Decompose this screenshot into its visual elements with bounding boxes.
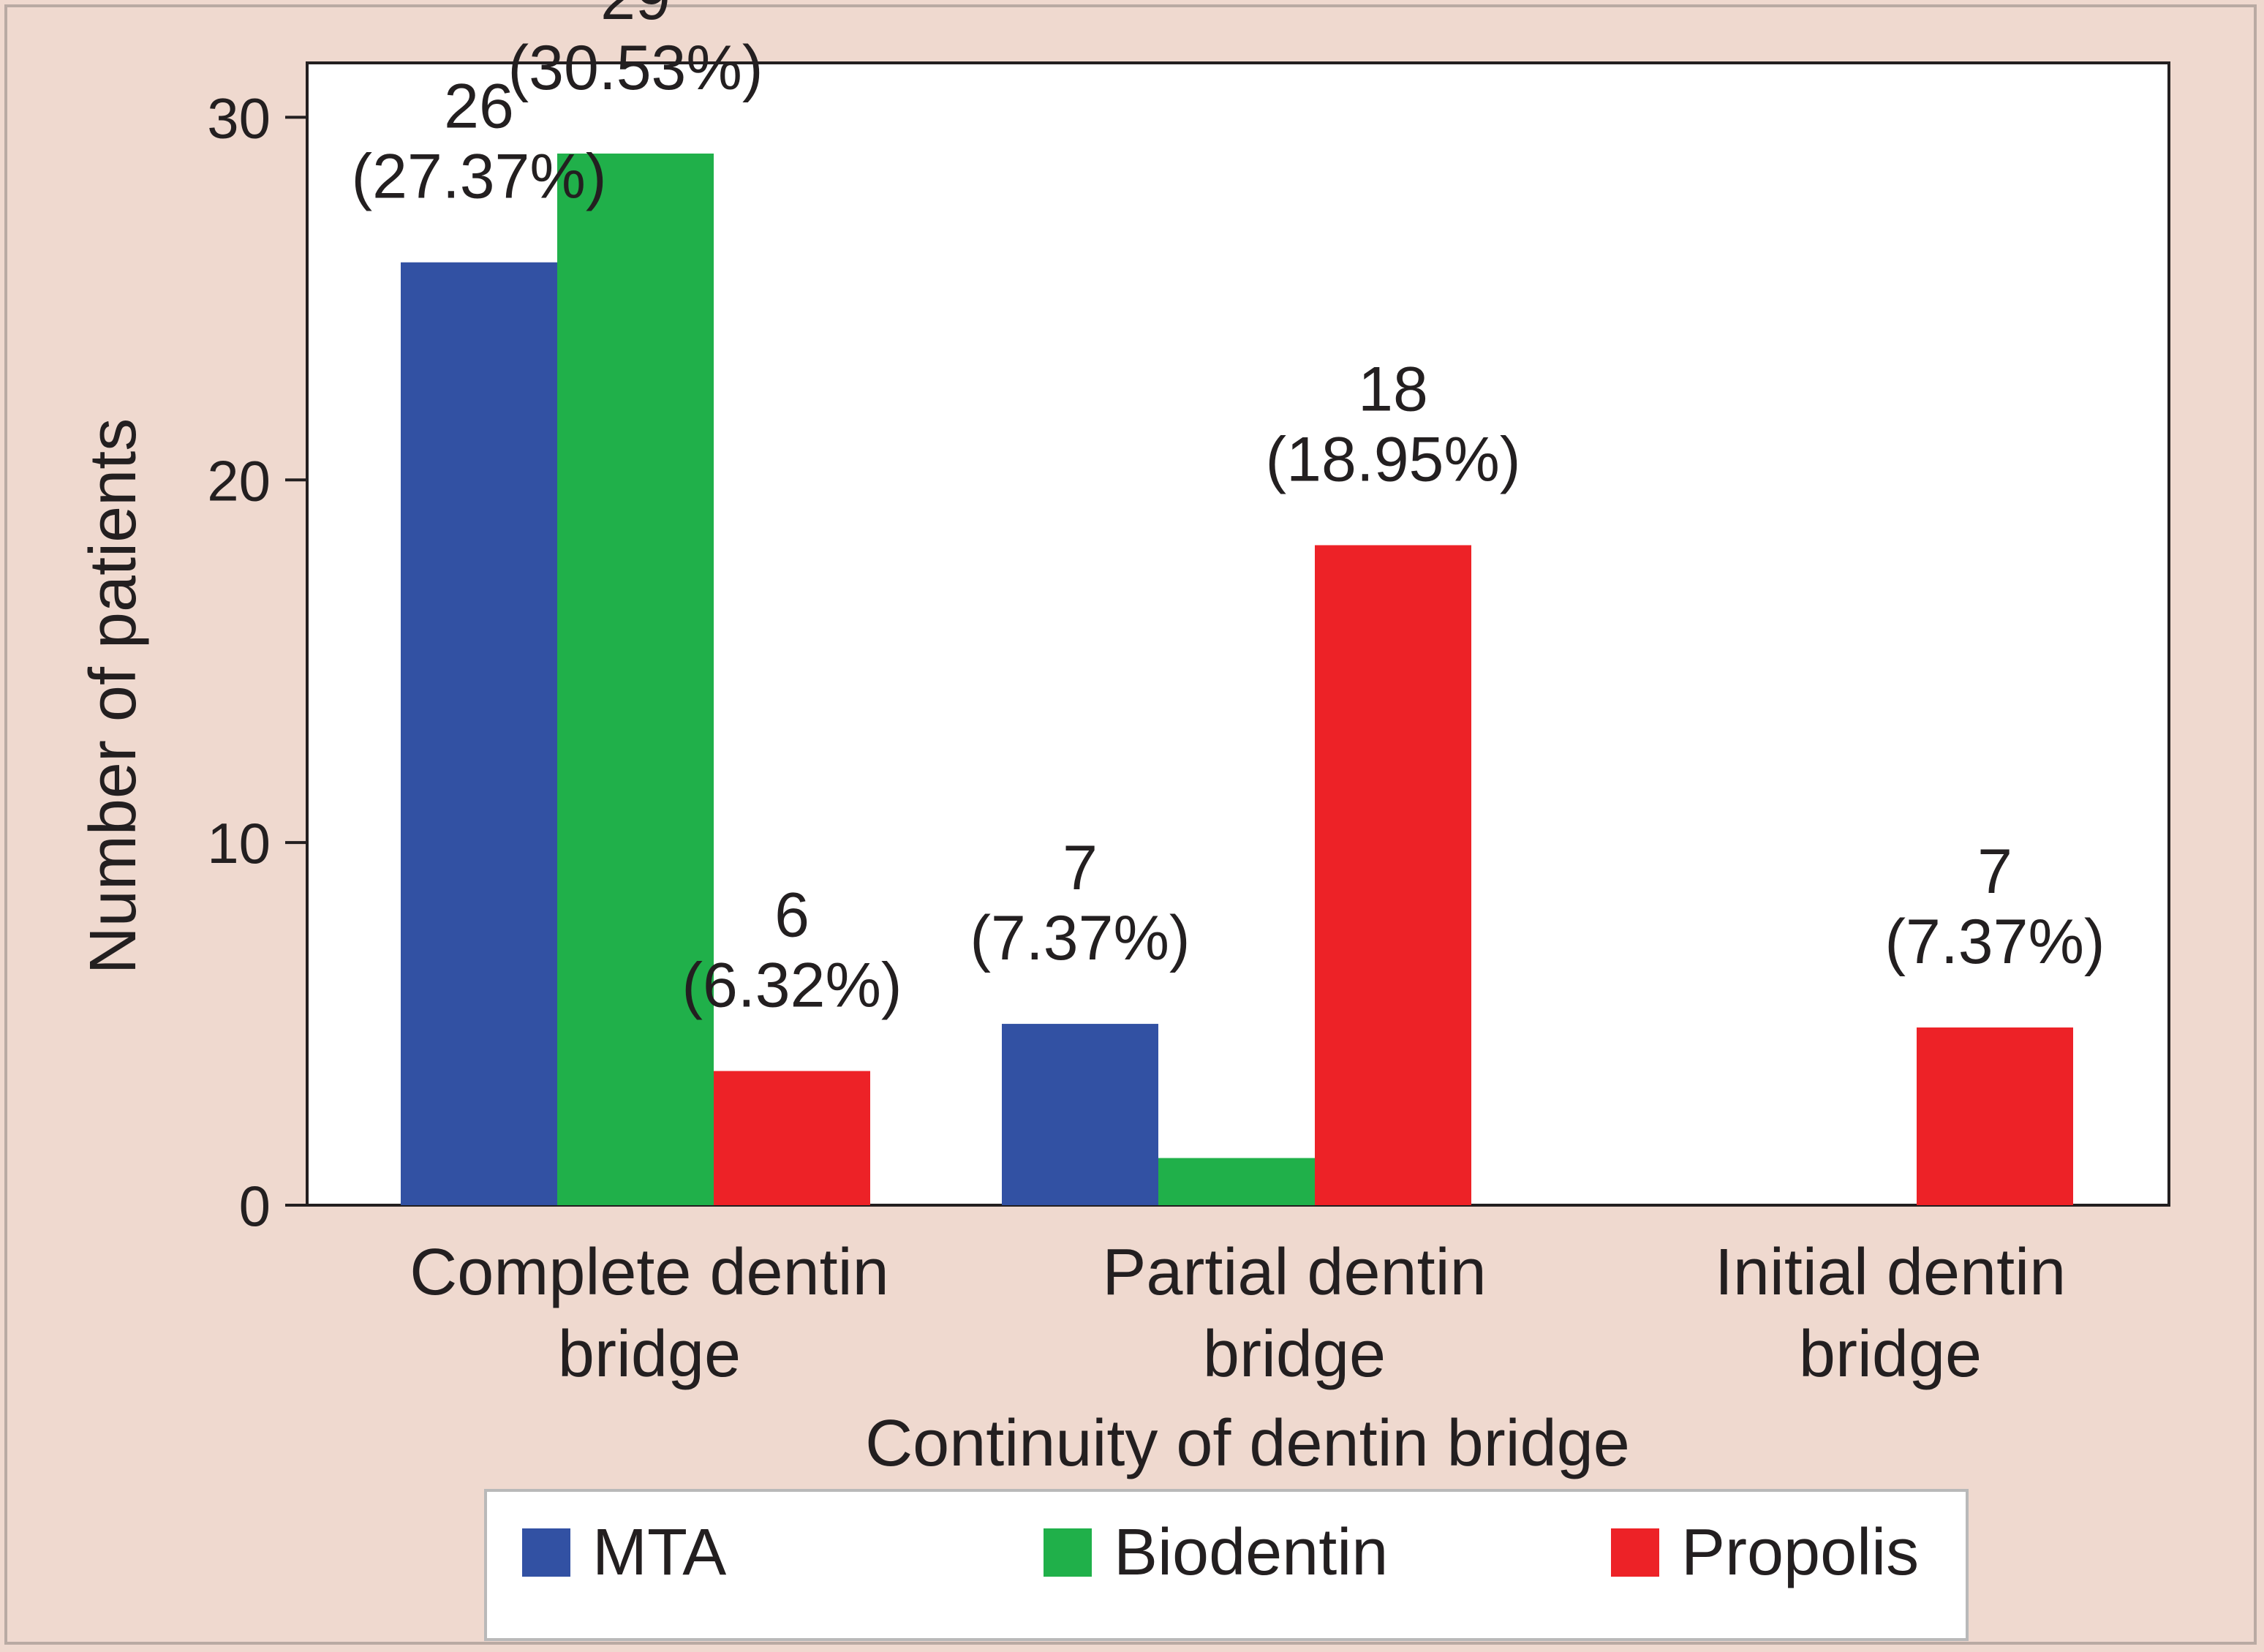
category-label-2-line-1: bridge — [1799, 1318, 1982, 1391]
category-label-0-line-1: bridge — [558, 1318, 741, 1391]
category-label-1-line-0: Partial dentin — [1102, 1236, 1486, 1309]
y-tick-label-10: 10 — [207, 811, 271, 875]
y-tick-label-0: 0 — [239, 1174, 271, 1238]
category-label-1-line-1: bridge — [1203, 1318, 1386, 1391]
legend-box — [484, 1489, 1969, 1641]
legend: MTA Biodentin Propolis — [484, 1489, 1969, 1641]
figure-frame — [4, 4, 2257, 1645]
legend-label-mta: MTA — [592, 1516, 726, 1589]
legend-label-biodentin: Biodentin — [1114, 1516, 1388, 1589]
y-tick-label-30: 30 — [207, 86, 271, 150]
data-label-percent-propolis-0: (6.32%) — [682, 951, 902, 1021]
data-label-percent-biodentin-0: (30.53%) — [508, 33, 763, 103]
data-label-count-propolis-0: 6 — [774, 880, 810, 951]
y-axis-title: Number of patients — [77, 418, 150, 974]
legend-swatch-propolis — [1611, 1528, 1659, 1577]
data-label-count-mta-0: 26 — [444, 72, 514, 142]
y-tick-label-20: 20 — [207, 448, 271, 513]
bar-propolis-0 — [714, 1071, 870, 1205]
data-label-count-propolis-2: 7 — [1977, 837, 2012, 907]
data-label-percent-propolis-1: (18.95%) — [1266, 425, 1521, 495]
x-axis-title: Continuity of dentin bridge — [865, 1407, 1630, 1480]
bar-propolis-1 — [1315, 545, 1471, 1205]
bar-biodentin-1 — [1158, 1158, 1315, 1205]
data-label-percent-propolis-2: (7.37%) — [1884, 907, 2105, 977]
bar-biodentin-0 — [557, 153, 714, 1205]
bar-mta-1 — [1002, 1024, 1158, 1205]
bar-propolis-2 — [1917, 1027, 2073, 1205]
legend-label-propolis: Propolis — [1681, 1516, 1919, 1589]
data-label-percent-mta-0: (27.37%) — [352, 142, 607, 212]
category-label-2-line-0: Initial dentin — [1715, 1236, 2066, 1309]
data-label-count-propolis-1: 18 — [1358, 355, 1428, 425]
category-label-0-line-0: Complete dentin — [410, 1236, 888, 1309]
data-label-count-mta-1: 7 — [1063, 833, 1098, 903]
bar-mta-0 — [401, 262, 557, 1205]
legend-swatch-mta — [522, 1528, 570, 1577]
data-label-percent-mta-1: (7.37%) — [970, 903, 1190, 973]
legend-swatch-biodentin — [1044, 1528, 1092, 1577]
data-label-count-biodentin-0: 29 — [600, 0, 671, 33]
